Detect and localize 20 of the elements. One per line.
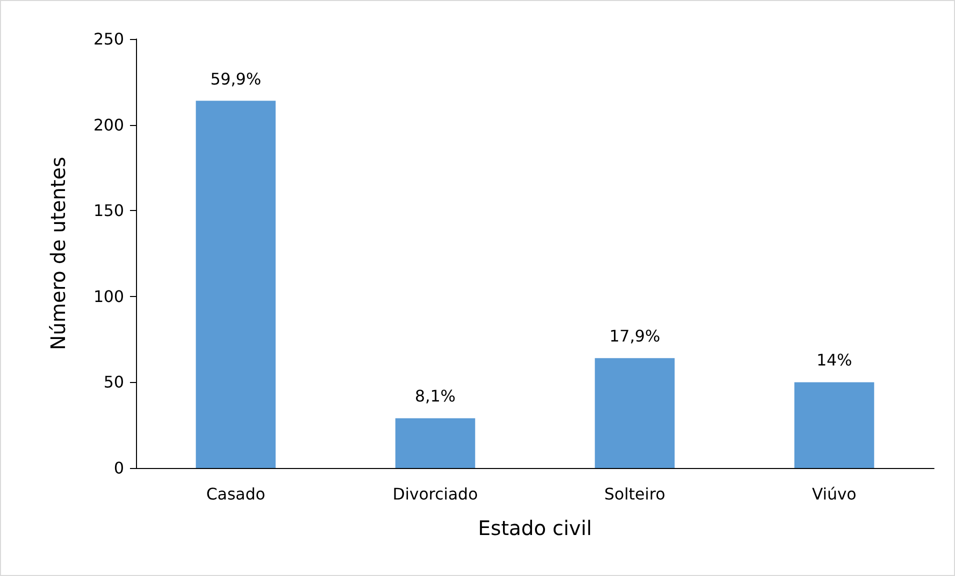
x-tick-label: Divorciado — [392, 484, 478, 504]
y-tick-label: 150 — [93, 201, 124, 220]
annotation: 17,9% — [609, 326, 660, 346]
x-axis-title: Estado civil — [478, 516, 592, 540]
x-tick-label: Solteiro — [604, 484, 666, 504]
annotation: 14% — [816, 350, 852, 370]
x-tick-label: Viúvo — [812, 484, 856, 504]
y-tick-label: 50 — [104, 372, 124, 392]
y-tick-label: 250 — [93, 30, 124, 48]
bar — [794, 382, 874, 468]
annotation: 8,1% — [414, 386, 456, 406]
y-tick-label: 100 — [93, 286, 124, 306]
y-tick-label: 200 — [93, 115, 124, 134]
annotation: 59,9% — [210, 69, 262, 88]
bar — [395, 418, 476, 468]
y-tick-label: 0 — [114, 458, 124, 478]
bar — [594, 358, 675, 468]
bar — [196, 100, 276, 468]
x-tick-label: Casado — [206, 484, 266, 504]
y-axis-title: Número de utentes — [46, 156, 70, 350]
